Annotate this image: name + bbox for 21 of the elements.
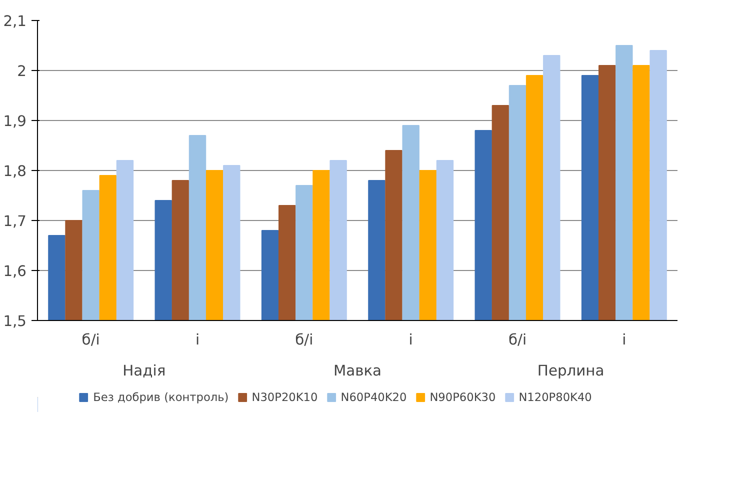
x-tick-label: і [195,332,200,348]
text: Перлина [537,362,604,380]
y-tick-label: 1,8 [3,163,27,180]
x-tick-label: б/і [508,332,527,348]
legend-label: N60P40K20 [340,390,407,404]
y-tick-label: 1,6 [3,263,27,280]
text: Мавка [333,362,382,380]
y-tick-label: 1,5 [3,313,27,330]
x-tick-label: і [622,332,626,348]
x-tick-label: і [408,332,413,348]
legend-label: N30P20K10 [252,390,318,404]
legend-label: N90P60K30 [430,390,496,404]
x-tick-label: б/і [82,332,100,348]
x-tick-label: б/і [295,332,314,348]
y-tick-label: 2 [17,63,27,80]
y-tick-label: 1,7 [3,213,27,230]
legend-label: Без добрив (контроль) [93,390,229,404]
y-tick-label: 2,1 [3,13,27,30]
y-tick-label: 1,9 [3,113,27,130]
text: Надія [122,362,166,380]
legend-label: N120P80K40 [518,390,592,404]
